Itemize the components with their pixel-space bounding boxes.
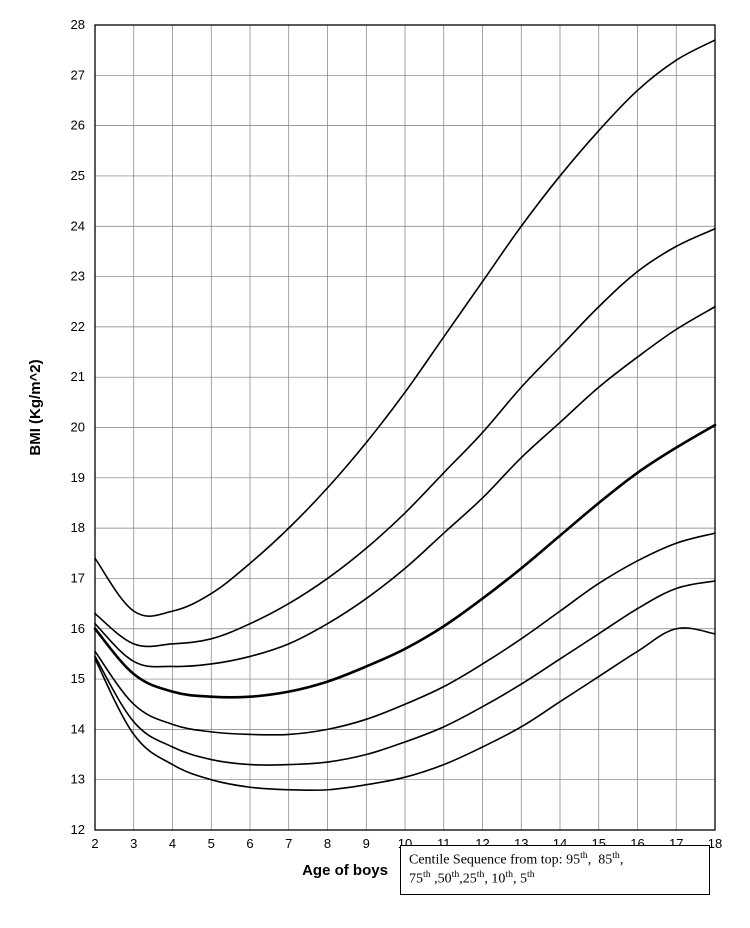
bmi-centile-chart: 2345678910111213141516171812131415161718…	[0, 0, 750, 928]
y-tick-label: 15	[71, 671, 85, 686]
y-tick-label: 13	[71, 772, 85, 787]
y-tick-label: 14	[71, 721, 85, 736]
y-tick-label: 19	[71, 470, 85, 485]
y-tick-label: 26	[71, 118, 85, 133]
y-tick-label: 21	[71, 369, 85, 384]
x-tick-label: 9	[363, 836, 370, 851]
y-tick-label: 22	[71, 319, 85, 334]
y-axis-label: BMI (Kg/m^2)	[27, 359, 44, 455]
x-axis-label: Age of boys	[302, 862, 388, 879]
y-tick-label: 20	[71, 420, 85, 435]
x-tick-label: 5	[208, 836, 215, 851]
x-tick-label: 6	[246, 836, 253, 851]
y-tick-label: 28	[71, 17, 85, 32]
y-tick-label: 17	[71, 570, 85, 585]
y-tick-label: 25	[71, 168, 85, 183]
y-tick-label: 27	[71, 67, 85, 82]
x-tick-label: 7	[285, 836, 292, 851]
y-tick-label: 16	[71, 621, 85, 636]
x-tick-label: 8	[324, 836, 331, 851]
x-tick-label: 3	[130, 836, 137, 851]
y-tick-label: 18	[71, 520, 85, 535]
y-tick-label: 12	[71, 822, 85, 837]
chart-container: 2345678910111213141516171812131415161718…	[0, 0, 750, 928]
legend-box: Centile Sequence from top: 95th, 85th,75…	[400, 845, 710, 895]
y-tick-label: 24	[71, 218, 85, 233]
y-tick-label: 23	[71, 269, 85, 284]
x-tick-label: 2	[91, 836, 98, 851]
x-tick-label: 4	[169, 836, 176, 851]
